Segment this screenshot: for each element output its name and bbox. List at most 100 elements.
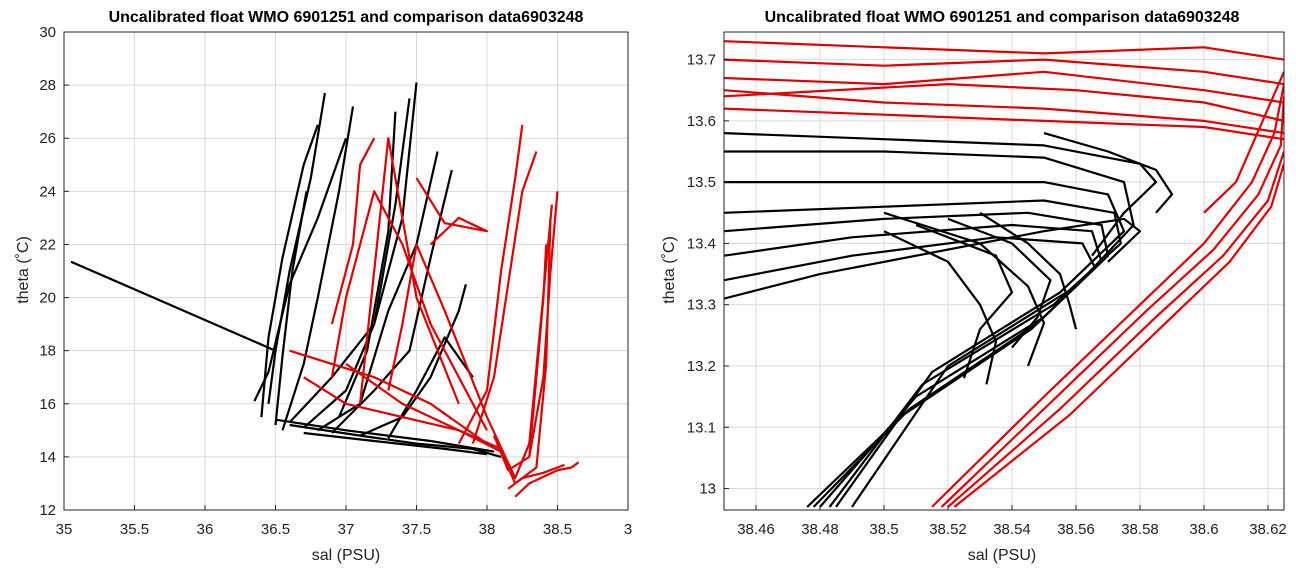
profile-line-comparison [330, 190, 488, 431]
profile-line-comparison [507, 463, 565, 490]
profile-line-float [979, 211, 1078, 330]
y-tick-label: 13.4 [687, 235, 716, 252]
profile-line-comparison [931, 83, 1284, 508]
profile-line-float [331, 169, 453, 434]
profile-line-comparison [486, 204, 553, 480]
profile-line-comparison [345, 363, 502, 453]
ts-diagram-zoom: Uncalibrated float WMO 6901251 and compa… [661, 9, 1287, 564]
y-tick-label: 13.2 [687, 358, 716, 375]
y-axis-label: theta (˚C) [661, 236, 678, 304]
profile-line-float [883, 230, 998, 385]
profile-line-float [317, 151, 439, 432]
x-tick-label: 36 [197, 521, 214, 538]
plot-area [70, 82, 580, 498]
profile-line-float [337, 111, 397, 418]
y-tick-label: 18 [39, 343, 56, 360]
y-tick-label: 20 [39, 290, 56, 307]
profile-line-comparison [940, 96, 1284, 508]
y-tick-label: 13.5 [687, 174, 716, 191]
profile-line-float [281, 106, 355, 431]
profile-line-float [275, 418, 495, 453]
chart-title: Uncalibrated float WMO 6901251 and compa… [109, 9, 584, 26]
profile-line-float [253, 137, 348, 402]
y-tick-label: 24 [39, 183, 56, 200]
profile-line-float [724, 150, 1135, 508]
y-tick-label: 13.6 [687, 113, 716, 130]
x-tick-label: 3 [624, 521, 632, 538]
profile-line-float [274, 191, 308, 426]
y-tick-label: 22 [39, 236, 56, 253]
profile-line-comparison [724, 70, 1284, 104]
y-tick-label: 28 [39, 77, 56, 94]
x-tick-label: 38.46 [737, 521, 775, 538]
profile-line-comparison [289, 349, 488, 445]
profile-line-comparison [330, 137, 376, 325]
profile-line-float [724, 223, 1103, 508]
profile-line-comparison [387, 243, 489, 418]
x-axis-label: sal (PSU) [968, 547, 1036, 564]
series-float [724, 132, 1174, 508]
profile-line-comparison [724, 107, 1284, 141]
profile-line-comparison [359, 137, 460, 405]
profile-line-float [260, 124, 319, 418]
profile-line-float [724, 236, 1097, 508]
profile-line-comparison [500, 217, 552, 485]
profile-line-comparison [947, 151, 1284, 508]
profile-line-comparison [415, 177, 489, 246]
y-tick-label: 13 [699, 481, 716, 498]
x-tick-label: 37 [338, 521, 355, 538]
x-tick-label: 38.56 [1057, 521, 1095, 538]
y-tick-label: 26 [39, 130, 56, 147]
grid [724, 32, 1284, 510]
profile-line-float [387, 336, 474, 439]
profile-line-float [267, 92, 326, 404]
tick-labels: 35 35.5 36 36.5 37 37.5 38 38.5 3 12 14 16 18 20 22 24 2… [39, 24, 632, 538]
ts-diagram-full: Uncalibrated float WMO 6901251 and compa… [15, 9, 632, 564]
profile-line-float [947, 217, 1052, 349]
x-tick-label: 35 [56, 521, 73, 538]
y-tick-label: 13.7 [687, 52, 716, 69]
profile-line-comparison [528, 244, 548, 457]
tick-labels: 38.46 38.48 38.5 38.52 38.54 38.56 38.58 38.6 38… [687, 52, 1287, 538]
y-tick-label: 14 [39, 449, 56, 466]
profile-line-comparison [457, 124, 524, 445]
y-tick-label: 30 [39, 24, 56, 41]
profile-line-float [883, 211, 1046, 367]
profile-line-comparison [724, 82, 1284, 122]
y-tick-label: 13.3 [687, 297, 716, 314]
y-tick-label: 13.1 [687, 419, 716, 436]
axes-frame [723, 31, 1285, 511]
profile-line-comparison [724, 58, 1284, 86]
profile-line-float [724, 211, 1110, 508]
profile-line-float [359, 284, 467, 437]
profile-line-float [302, 98, 411, 429]
chart-title: Uncalibrated float WMO 6901251 and compa… [765, 9, 1240, 26]
x-tick-label: 38.62 [1249, 521, 1287, 538]
profile-line-float [70, 260, 276, 352]
profile-line-float [724, 217, 1142, 300]
x-tick-label: 38.5 [543, 521, 572, 538]
plot-area [724, 40, 1284, 508]
series-comparison [289, 124, 580, 498]
profile-line-comparison [724, 40, 1284, 61]
x-tick-label: 38.5 [869, 521, 898, 538]
x-tick-label: 38.54 [993, 521, 1031, 538]
x-tick-label: 38.6 [1189, 521, 1218, 538]
profile-line-float [915, 223, 1014, 379]
chart-panel-left: Uncalibrated float WMO 6901251 and compa… [0, 0, 640, 571]
x-tick-label: 38.58 [1121, 521, 1159, 538]
x-tick-label: 38.52 [929, 521, 967, 538]
profile-line-float [1043, 132, 1174, 214]
series-comparison [724, 40, 1284, 508]
profile-line-comparison [1203, 71, 1284, 214]
y-axis-label: theta (˚C) [15, 236, 32, 304]
x-tick-label: 37.5 [402, 521, 431, 538]
profile-line-comparison [953, 163, 1284, 508]
x-axis-label: sal (PSU) [312, 547, 380, 564]
x-tick-label: 38.48 [801, 521, 839, 538]
profile-line-float [303, 431, 488, 456]
y-tick-label: 16 [39, 396, 56, 413]
y-tick-label: 12 [39, 502, 56, 519]
profile-line-comparison [724, 89, 1284, 135]
profile-line-comparison [471, 151, 538, 444]
